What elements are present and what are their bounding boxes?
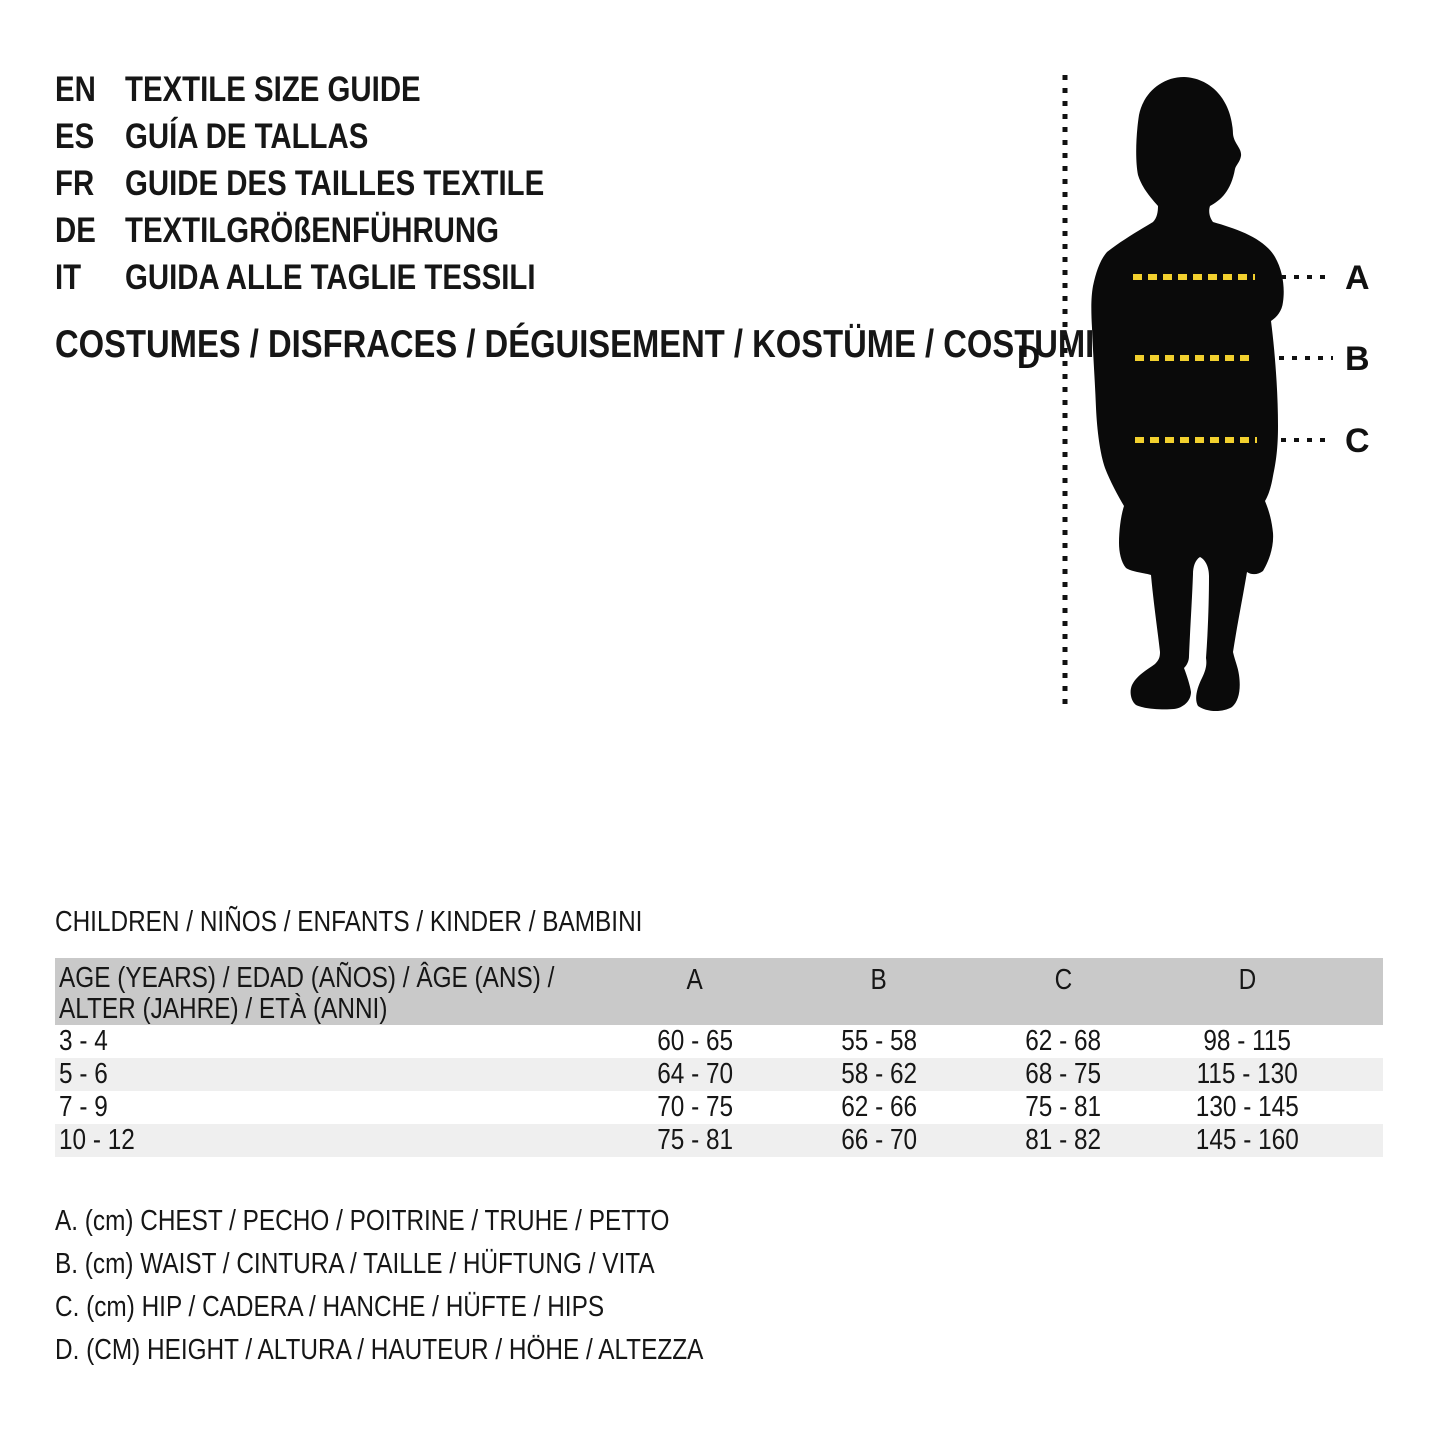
waist-cell: 66 - 70 xyxy=(787,1124,971,1157)
age-cell: 7 - 9 xyxy=(55,1091,603,1124)
column-header-b: B xyxy=(787,958,971,997)
label-a: A xyxy=(1345,259,1370,297)
hip-value: 75 - 81 xyxy=(1025,1091,1101,1123)
lang-row-en: EN TEXTILE SIZE GUIDE xyxy=(55,66,624,113)
age-value: 7 - 9 xyxy=(59,1091,108,1123)
age-value: 5 - 6 xyxy=(59,1058,108,1090)
child-silhouette xyxy=(1091,77,1284,712)
lang-code: FR xyxy=(55,164,95,203)
label-c: C xyxy=(1345,422,1370,460)
height-cell: 115 - 130 xyxy=(1155,1058,1339,1091)
category-title-text: COSTUMES / DISFRACES / DÉGUISEMENT / KOS… xyxy=(55,323,1095,366)
hip-cell: 68 - 75 xyxy=(971,1058,1155,1091)
chest-value: 60 - 65 xyxy=(657,1025,733,1057)
size-table: AGE (YEARS) / EDAD (AÑOS) / ÂGE (ANS) / … xyxy=(55,958,1383,1157)
column-header-c-text: C xyxy=(1054,964,1072,996)
hip-value: 81 - 82 xyxy=(1025,1124,1101,1156)
chest-cell: 60 - 65 xyxy=(603,1025,787,1058)
age-cell: 10 - 12 xyxy=(55,1124,603,1157)
measurement-legend: A. (cm) CHEST / PECHO / POITRINE / TRUHE… xyxy=(55,1200,827,1372)
lang-code: EN xyxy=(55,70,96,109)
age-cell: 3 - 4 xyxy=(55,1025,603,1058)
lang-label: GUÍA DE TALLAS xyxy=(125,117,369,156)
legend-line-waist: B. (cm) WAIST / CINTURA / TAILLE / HÜFTU… xyxy=(55,1243,827,1286)
chest-cell: 64 - 70 xyxy=(603,1058,787,1091)
waist-value: 55 - 58 xyxy=(841,1025,917,1057)
chest-value: 70 - 75 xyxy=(657,1091,733,1123)
category-title: COSTUMES / DISFRACES / DÉGUISEMENT / KOS… xyxy=(55,323,1292,367)
waist-value: 62 - 66 xyxy=(841,1091,917,1123)
column-header-a-text: A xyxy=(686,964,704,996)
lang-row-de: DE TEXTILGRÖßENFÜHRUNG xyxy=(55,207,624,254)
lang-label: TEXTILE SIZE GUIDE xyxy=(125,70,421,109)
waist-cell: 62 - 66 xyxy=(787,1091,971,1124)
age-cell: 5 - 6 xyxy=(55,1058,603,1091)
legend-line-height: D. (CM) HEIGHT / ALTURA / HAUTEUR / HÖHE… xyxy=(55,1329,827,1372)
children-section-title-text: CHILDREN / NIÑOS / ENFANTS / KINDER / BA… xyxy=(55,906,643,938)
table-row: 7 - 9 70 - 75 62 - 66 75 - 81 130 - 145 xyxy=(55,1091,1383,1124)
hip-cell: 62 - 68 xyxy=(971,1025,1155,1058)
column-header-d-text: D xyxy=(1238,964,1256,996)
hip-value: 62 - 68 xyxy=(1025,1025,1101,1057)
column-header-c: C xyxy=(971,958,1155,997)
column-header-a: A xyxy=(603,958,787,997)
chest-cell: 70 - 75 xyxy=(603,1091,787,1124)
chest-value: 64 - 70 xyxy=(657,1058,733,1090)
lang-label: GUIDE DES TAILLES TEXTILE xyxy=(125,164,545,203)
lang-row-it: IT GUIDA ALLE TAGLIE TESSILI xyxy=(55,254,624,301)
table-row: 5 - 6 64 - 70 58 - 62 68 - 75 115 - 130 xyxy=(55,1058,1383,1091)
hip-value: 68 - 75 xyxy=(1025,1058,1101,1090)
height-value: 98 - 115 xyxy=(1203,1025,1291,1057)
label-b: B xyxy=(1345,340,1370,378)
measurement-figure: A B C D xyxy=(1017,75,1370,712)
legend-chest-text: A. (cm) CHEST / PECHO / POITRINE / TRUHE… xyxy=(55,1205,670,1237)
lang-label: GUIDA ALLE TAGLIE TESSILI xyxy=(125,258,536,297)
chest-cell: 75 - 81 xyxy=(603,1124,787,1157)
waist-cell: 58 - 62 xyxy=(787,1058,971,1091)
height-cell: 145 - 160 xyxy=(1155,1124,1339,1157)
language-list: EN TEXTILE SIZE GUIDE ES GUÍA DE TALLAS … xyxy=(55,66,624,301)
children-section-title: CHILDREN / NIÑOS / ENFANTS / KINDER / BA… xyxy=(55,906,754,939)
waist-cell: 55 - 58 xyxy=(787,1025,971,1058)
age-value: 3 - 4 xyxy=(59,1025,108,1057)
column-header-b-text: B xyxy=(870,964,888,996)
legend-height-text: D. (CM) HEIGHT / ALTURA / HAUTEUR / HÖHE… xyxy=(55,1334,704,1366)
age-header-line1: AGE (YEARS) / EDAD (AÑOS) / ÂGE (ANS) / xyxy=(59,962,555,994)
height-value: 115 - 130 xyxy=(1196,1058,1298,1090)
legend-line-chest: A. (cm) CHEST / PECHO / POITRINE / TRUHE… xyxy=(55,1200,827,1243)
age-header-line2: ALTER (JAHRE) / ETÀ (ANNI) xyxy=(59,993,388,1025)
legend-hip-text: C. (cm) HIP / CADERA / HANCHE / HÜFTE / … xyxy=(55,1291,605,1323)
lang-code: DE xyxy=(55,211,96,250)
legend-waist-text: B. (cm) WAIST / CINTURA / TAILLE / HÜFTU… xyxy=(55,1248,655,1280)
height-value: 145 - 160 xyxy=(1195,1124,1299,1156)
legend-line-hip: C. (cm) HIP / CADERA / HANCHE / HÜFTE / … xyxy=(55,1286,827,1329)
hip-cell: 81 - 82 xyxy=(971,1124,1155,1157)
label-d: D xyxy=(1017,339,1040,375)
table-row: 3 - 4 60 - 65 55 - 58 62 - 68 98 - 115 xyxy=(55,1025,1383,1058)
height-cell: 98 - 115 xyxy=(1155,1025,1339,1058)
table-row: 10 - 12 75 - 81 66 - 70 81 - 82 145 - 16… xyxy=(55,1124,1383,1157)
height-value: 130 - 145 xyxy=(1195,1091,1299,1123)
chest-value: 75 - 81 xyxy=(657,1124,733,1156)
waist-value: 58 - 62 xyxy=(841,1058,917,1090)
lang-label: TEXTILGRÖßENFÜHRUNG xyxy=(125,211,500,250)
lang-row-es: ES GUÍA DE TALLAS xyxy=(55,113,624,160)
lang-code: IT xyxy=(55,258,82,297)
lang-row-fr: FR GUIDE DES TAILLES TEXTILE xyxy=(55,160,624,207)
hip-cell: 75 - 81 xyxy=(971,1091,1155,1124)
column-header-d: D xyxy=(1155,958,1339,997)
height-cell: 130 - 145 xyxy=(1155,1091,1339,1124)
age-column-header: AGE (YEARS) / EDAD (AÑOS) / ÂGE (ANS) / … xyxy=(55,958,603,1025)
size-table-header: AGE (YEARS) / EDAD (AÑOS) / ÂGE (ANS) / … xyxy=(55,958,1383,1025)
waist-value: 66 - 70 xyxy=(841,1124,917,1156)
lang-code: ES xyxy=(55,117,95,156)
age-value: 10 - 12 xyxy=(59,1124,135,1156)
